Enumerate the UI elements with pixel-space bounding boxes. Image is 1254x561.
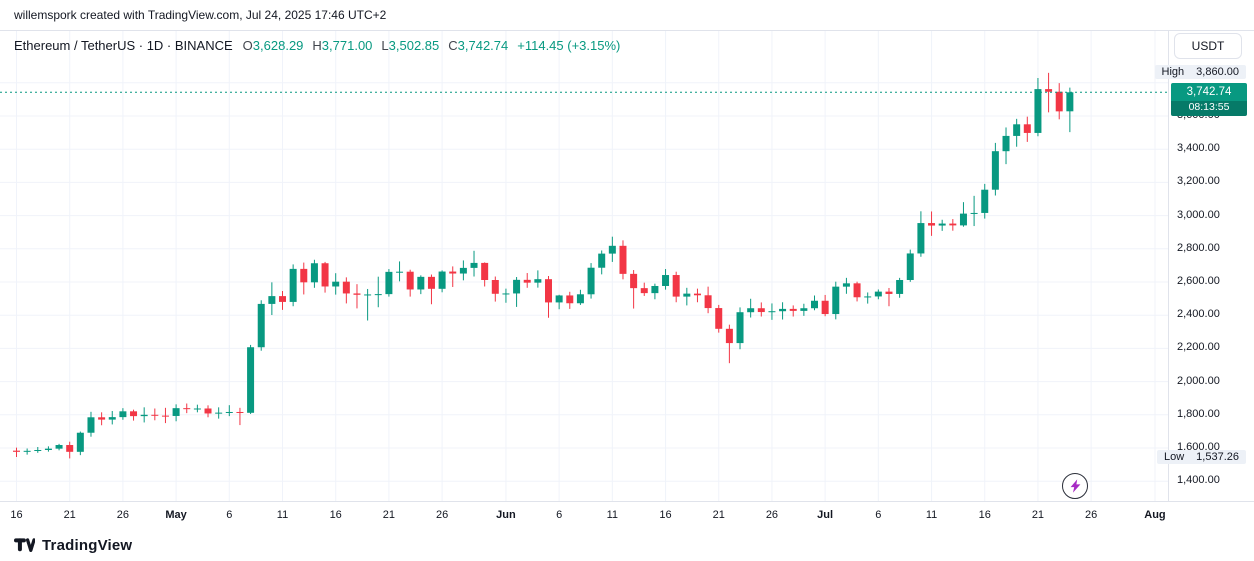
change-value: +114.45 (+3.15%) [517,38,621,53]
last-price-value: 3,742.74 [1171,83,1247,101]
open-readout: O3,628.29 [243,38,304,53]
high-label: H [312,38,322,53]
chart-widget: Ethereum / TetherUS · 1D · BINANCE O3,62… [0,30,1254,530]
last-price-badge: 3,742.74 08:13:55 [1171,83,1247,116]
time-tick-label: 26 [1085,509,1098,521]
time-tick-label: May [165,509,187,521]
low-readout: L3,502.85 [381,38,439,53]
time-tick-label: 26 [765,509,779,521]
close-readout: C3,742.74 [448,38,508,53]
time-tick-label: 11 [925,509,938,521]
close-value: 3,742.74 [457,38,509,53]
currency-toggle-button[interactable]: USDT [1174,33,1242,59]
time-tick-label: 11 [606,509,619,521]
time-tick-label: 16 [329,509,342,521]
ohlc-readout: O3,628.29 H3,771.00 L3,502.85 C3,742.74 … [243,38,621,53]
tradingview-logo-icon [14,537,35,552]
time-tick-label: Jul [817,509,834,521]
tradingview-brand-link[interactable]: TradingView [14,537,132,554]
low-word: Low [1163,451,1185,464]
candles [13,72,1074,459]
time-tick-label: 6 [226,509,233,521]
lightning-icon [1070,479,1080,493]
price-tick-label: 1,800.00 [1177,407,1220,420]
price-tick-label: 3,000.00 [1177,208,1220,221]
open-label: O [242,38,253,53]
time-tick-label: 6 [556,509,563,521]
boost-button[interactable] [1062,473,1088,499]
time-tick-label: 16 [659,509,672,521]
high-value: 3,771.00 [321,38,373,53]
time-tick-label: Aug [1144,509,1166,521]
symbol-title[interactable]: Ethereum / TetherUS · 1D · BINANCE [14,38,233,53]
time-tick-label: 21 [63,509,76,521]
price-tick-label: 2,400.00 [1177,308,1220,321]
time-tick-label: 26 [435,509,449,521]
open-value: 3,628.29 [252,38,304,53]
high-price-value: 3,860.00 [1196,65,1239,78]
time-tick-label: 21 [1031,509,1045,521]
high-readout: H3,771.00 [312,38,372,53]
price-axis[interactable]: 1,400.00 1,600.00 1,800.00 2,000.00 2,200.00… [1168,31,1254,501]
time-axis[interactable]: 16 21 26 May 6 11 16 21 26 Jun 6 11 16 21 26 Jul 6 11 16 21… [0,501,1254,531]
low-label: L [381,38,389,53]
time-tick-label: 16 [978,509,991,521]
attribution-line[interactable]: willemspork created with TradingView.com… [14,8,387,22]
low-value: 3,502.85 [388,38,440,53]
chart-plot-area[interactable] [0,31,1168,501]
time-tick-label: 21 [712,509,725,521]
price-tick-label: 3,400.00 [1177,142,1220,155]
candlestick-chart-svg [0,31,1168,501]
time-tick-label: 16 [10,509,23,521]
tradingview-wordmark: TradingView [42,537,133,554]
grid-lines [0,31,1168,501]
high-price-label: High 3,860.00 [1154,64,1246,79]
bar-countdown: 08:13:55 [1171,100,1247,116]
price-tick-label: 2,200.00 [1177,341,1220,354]
high-word: High [1161,65,1185,78]
low-price-value: 1,537.26 [1196,451,1239,464]
time-tick-label: 6 [875,509,882,521]
price-tick-label: 2,600.00 [1177,275,1220,287]
price-tick-label: 2,000.00 [1177,374,1220,387]
price-tick-label: 3,200.00 [1177,175,1220,188]
symbol-legend[interactable]: Ethereum / TetherUS · 1D · BINANCE O3,62… [14,38,620,53]
time-tick-label: 26 [116,509,130,521]
time-tick-label: 11 [276,509,289,521]
time-tick-label: 21 [382,509,396,521]
footer-bar: TradingView [0,530,1254,561]
close-label: C [448,38,458,53]
low-price-label: Low 1,537.26 [1156,450,1246,465]
price-tick-label: 1,600.00 [1177,441,1220,453]
price-tick-label: 2,800.00 [1177,241,1220,254]
time-tick-label: Jun [496,509,516,521]
price-tick-label: 1,400.00 [1177,474,1220,487]
